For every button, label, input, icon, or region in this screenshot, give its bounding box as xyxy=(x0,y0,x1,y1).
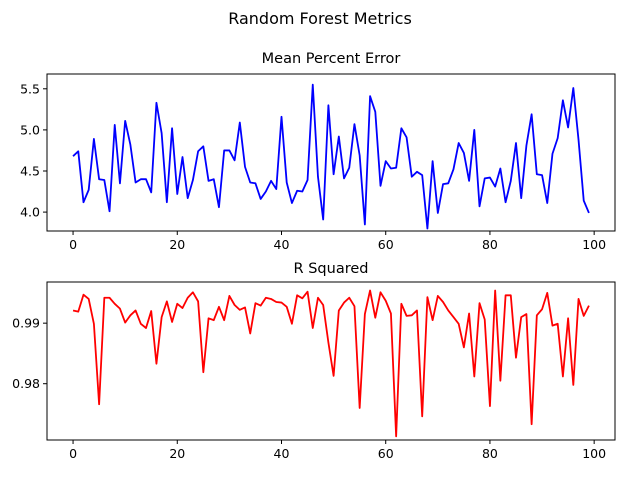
mean-percent-error-chart: Mean Percent Error 0 20 40 60 80 100 4.0 4.5 5.0 5… xyxy=(20,51,616,252)
mpe-x-tick-label: 80 xyxy=(482,237,498,252)
mpe-x-tick-label: 20 xyxy=(169,237,185,252)
mpe-series-line xyxy=(72,83,590,230)
r2-y-tick-label: 0.98 xyxy=(12,376,40,391)
mpe-y-tick-label: 4.5 xyxy=(20,163,40,178)
r-squared-chart: R Squared 0 20 40 60 80 100 0.98 0.99 xyxy=(12,261,616,461)
mpe-y-tick-label: 5.5 xyxy=(20,81,40,96)
mpe-y-tick-label: 5.0 xyxy=(20,122,40,137)
r2-y-tick-label: 0.99 xyxy=(12,316,40,331)
r2-x-tick-label: 80 xyxy=(482,446,498,461)
r2-axes-frame xyxy=(46,281,616,441)
mpe-x-tick-label: 100 xyxy=(582,237,606,252)
mpe-x-tick-label: 40 xyxy=(274,237,290,252)
mpe-chart-title: Mean Percent Error xyxy=(262,51,401,67)
mpe-axes-frame xyxy=(46,73,616,232)
mpe-x-tick-label: 60 xyxy=(378,237,394,252)
r2-chart-title: R Squared xyxy=(294,261,369,277)
r2-x-tick-label: 20 xyxy=(169,446,185,461)
mpe-y-tick-label: 4.0 xyxy=(20,205,40,220)
r2-x-tick-label: 100 xyxy=(582,446,606,461)
r2-x-tick-label: 60 xyxy=(378,446,394,461)
r2-x-tick-label: 40 xyxy=(274,446,290,461)
r2-series-line xyxy=(72,289,590,438)
figure-suptitle: Random Forest Metrics xyxy=(228,9,412,28)
mpe-x-tick-label: 0 xyxy=(69,237,77,252)
r2-x-tick-label: 0 xyxy=(69,446,77,461)
